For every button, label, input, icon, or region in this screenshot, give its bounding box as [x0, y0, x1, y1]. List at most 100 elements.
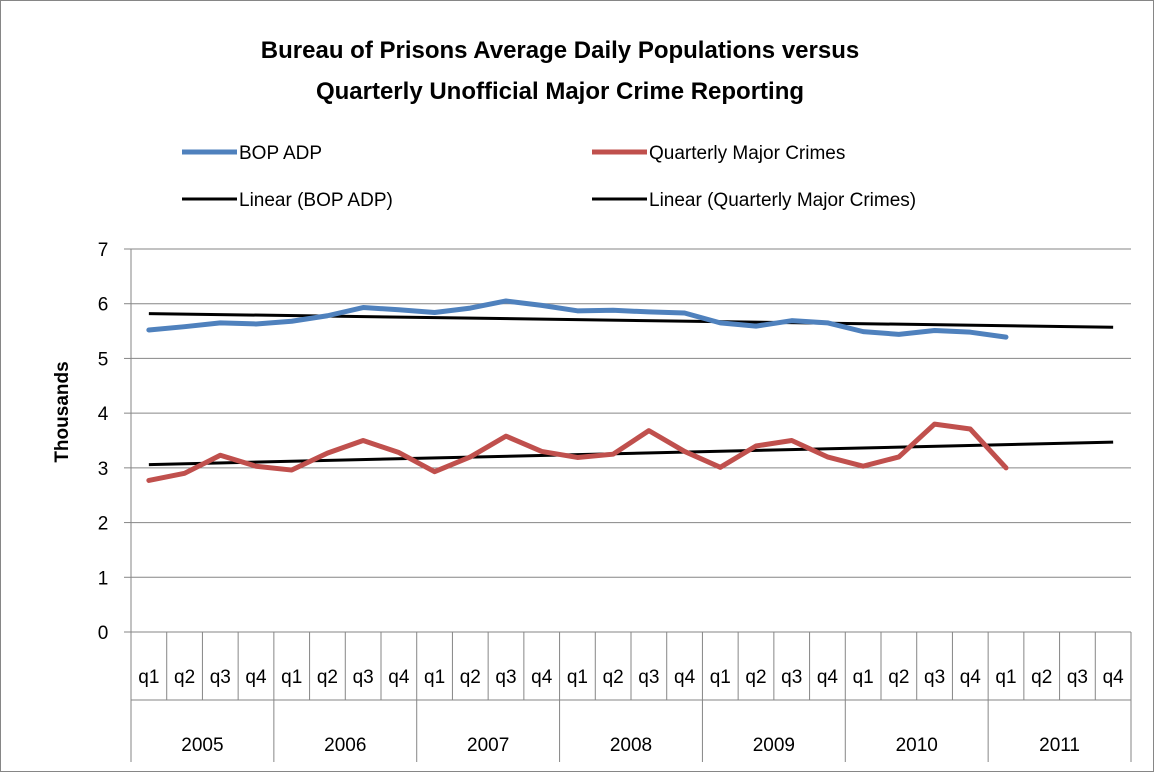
- data-point-bop-adp-2010-q4: [969, 331, 971, 333]
- data-point-quarterly-major-crimes-2006-q4: [398, 452, 400, 454]
- legend-label-quarterly-major-crimes: Quarterly Major Crimes: [649, 143, 845, 164]
- y-tick-label-7: 7: [98, 240, 109, 261]
- y-tick-label-5: 5: [98, 349, 109, 370]
- data-point-quarterly-major-crimes-2008-q1: [576, 456, 578, 458]
- data-point-quarterly-major-crimes-2006-q3: [362, 440, 364, 441]
- data-point-quarterly-major-crimes-2008-q3: [648, 430, 650, 432]
- y-tick-label-4: 4: [98, 404, 109, 425]
- chart-title-line-2: Quarterly Unofficial Major Crime Reporti…: [316, 78, 804, 105]
- x-year-label-2009: 2009: [753, 735, 795, 756]
- data-point-bop-adp-2010-q1: [862, 331, 864, 333]
- data-point-quarterly-major-crimes-2010-q4: [969, 428, 971, 430]
- y-tick-label-3: 3: [98, 459, 109, 480]
- x-tick-label-2010-q1: q1: [853, 667, 874, 688]
- data-point-bop-adp-2007-q4: [541, 304, 543, 306]
- data-point-quarterly-major-crimes-2007-q1: [434, 471, 436, 473]
- data-point-bop-adp-2008-q4: [684, 312, 686, 314]
- data-point-quarterly-major-crimes-2008-q2: [612, 453, 614, 455]
- data-point-quarterly-major-crimes-2009-q1: [719, 466, 721, 468]
- data-point-quarterly-major-crimes-2005-q3: [219, 454, 221, 456]
- x-year-label-2008: 2008: [610, 735, 652, 756]
- data-point-quarterly-major-crimes-2006-q1: [291, 469, 293, 471]
- x-tick-label-2011-q3: q3: [1067, 667, 1088, 688]
- data-point-bop-adp-2009-q3: [791, 320, 793, 322]
- data-point-quarterly-major-crimes-2011-q1: [1005, 467, 1007, 469]
- data-point-bop-adp-2006-q1: [291, 320, 293, 322]
- y-tick-label-6: 6: [98, 295, 109, 316]
- x-tick-label-2005-q3: q3: [210, 667, 231, 688]
- x-year-label-2011: 2011: [1039, 735, 1080, 756]
- data-point-bop-adp-2011-q1: [1005, 336, 1007, 338]
- data-series: [146, 298, 1009, 483]
- data-point-bop-adp-2009-q4: [826, 322, 828, 324]
- data-point-bop-adp-2008-q3: [648, 311, 650, 313]
- data-point-bop-adp-2010-q2: [898, 333, 900, 335]
- x-tick-label-2008-q4: q4: [674, 667, 696, 688]
- x-tick-label-2010-q3: q3: [924, 667, 945, 688]
- x-year-label-2010: 2010: [896, 735, 938, 756]
- data-point-bop-adp-2008-q1: [576, 310, 578, 312]
- data-point-quarterly-major-crimes-2007-q2: [469, 456, 471, 458]
- x-tick-label-2007-q3: q3: [495, 667, 516, 688]
- data-point-quarterly-major-crimes-2007-q3: [505, 435, 507, 437]
- x-tick-label-2009-q2: q2: [745, 667, 766, 688]
- x-tick-label-2009-q1: q1: [710, 667, 731, 688]
- data-point-bop-adp-2007-q2: [469, 307, 471, 309]
- data-point-quarterly-major-crimes-2010-q3: [934, 423, 936, 425]
- data-point-quarterly-major-crimes-2005-q2: [184, 472, 186, 474]
- x-tick-label-2005-q1: q1: [138, 667, 159, 688]
- x-year-label-2007: 2007: [467, 735, 509, 756]
- data-point-bop-adp-2009-q1: [719, 322, 721, 324]
- x-tick-label-2009-q4: q4: [817, 667, 839, 688]
- x-tick-label-2006-q2: q2: [317, 667, 338, 688]
- data-point-bop-adp-2006-q2: [326, 315, 328, 317]
- data-point-bop-adp-2007-q1: [434, 311, 436, 313]
- x-tick-label-2009-q3: q3: [781, 667, 802, 688]
- x-tick-label-2006-q1: q1: [281, 667, 302, 688]
- data-point-bop-adp-2006-q3: [362, 307, 364, 309]
- x-tick-label-2005-q2: q2: [174, 667, 195, 688]
- x-tick-label-2008-q2: q2: [603, 667, 624, 688]
- chart-title-line-1: Bureau of Prisons Average Daily Populati…: [261, 37, 859, 64]
- x-year-label-2005: 2005: [181, 735, 223, 756]
- legend-label-linear-quarterly-major-crimes: Linear (Quarterly Major Crimes): [649, 190, 916, 211]
- x-tick-label-2010-q2: q2: [888, 667, 909, 688]
- data-point-bop-adp-2005-q2: [184, 326, 186, 328]
- data-point-quarterly-major-crimes-2006-q2: [326, 452, 328, 454]
- x-year-label-2006: 2006: [324, 735, 366, 756]
- y-axis-title: Thousands: [52, 361, 73, 462]
- x-tick-label-2006-q3: q3: [353, 667, 374, 688]
- data-point-bop-adp-2010-q3: [934, 330, 936, 332]
- data-point-quarterly-major-crimes-2010-q2: [898, 456, 900, 458]
- data-point-bop-adp-2007-q3: [505, 300, 507, 302]
- x-tick-label-2007-q1: q1: [424, 667, 445, 688]
- x-tick-label-2008-q1: q1: [567, 667, 588, 688]
- data-point-quarterly-major-crimes-2007-q4: [541, 450, 543, 452]
- data-point-bop-adp-2006-q4: [398, 309, 400, 311]
- y-tick-label-0: 0: [98, 623, 109, 644]
- data-point-quarterly-major-crimes-2009-q3: [791, 440, 793, 441]
- data-point-bop-adp-2005-q3: [219, 322, 221, 324]
- y-tick-label-2: 2: [98, 514, 109, 535]
- legend: BOP ADP Quarterly Major Crimes Linear (B…: [182, 143, 916, 211]
- data-point-quarterly-major-crimes-2010-q1: [862, 465, 864, 467]
- x-tick-label-2010-q4: q4: [960, 667, 982, 688]
- trendline-bop-adp: [148, 312, 1114, 329]
- x-tick-label-2011-q2: q2: [1031, 667, 1052, 688]
- x-tick-label-2011-q4: q4: [1103, 667, 1125, 688]
- data-point-bop-adp-2005-q1: [148, 329, 150, 331]
- legend-label-linear-bop-adp: Linear (BOP ADP): [239, 190, 393, 211]
- x-tick-label-2005-q4: q4: [245, 667, 267, 688]
- x-tick-label-2008-q3: q3: [638, 667, 659, 688]
- data-point-quarterly-major-crimes-2009-q2: [755, 445, 757, 447]
- y-tick-label-1: 1: [98, 568, 109, 589]
- x-tick-label-2007-q2: q2: [460, 667, 481, 688]
- data-point-quarterly-major-crimes-2005-q1: [148, 479, 150, 481]
- x-tick-label-2007-q4: q4: [531, 667, 553, 688]
- axes: 0 1 2 3 4 5 6 7 q1 q2 q3 q4 q1 q2 q3 q4 q1 q2 q3 q4 q1 q2 q3 q4…: [98, 240, 1132, 762]
- legend-label-bop-adp: BOP ADP: [239, 143, 322, 164]
- data-point-quarterly-major-crimes-2005-q4: [255, 465, 257, 467]
